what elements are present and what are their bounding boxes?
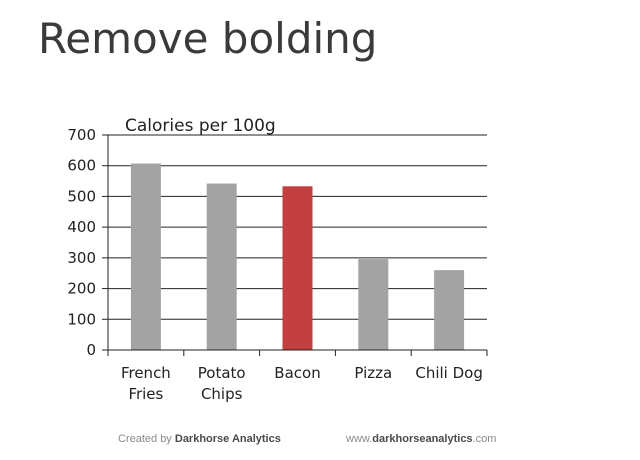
y-tick-label-400: 400 — [67, 218, 96, 236]
chart-bars — [130, 163, 465, 350]
y-tick-label-100: 100 — [67, 310, 96, 328]
footer-website-brand: darkhorseanalytics — [372, 433, 473, 445]
y-tick-label-500: 500 — [67, 187, 96, 205]
x-tick-label-0: French Fries — [121, 364, 171, 403]
footer-website-prefix: www. — [346, 433, 373, 445]
page-title: Remove bolding — [38, 14, 378, 63]
bar-1 — [206, 183, 237, 350]
x-tick-label-4: Chili Dog — [415, 364, 483, 382]
chart-title: Calories per 100g — [125, 116, 276, 136]
footer-credit-prefix: Created by — [118, 433, 175, 445]
y-tick-label-200: 200 — [67, 280, 96, 298]
footer-website-suffix: .com — [472, 433, 497, 445]
x-tick-label-3: Pizza — [354, 364, 392, 382]
footer-credit: Created by Darkhorse Analytics — [118, 433, 281, 445]
y-tick-label-0: 0 — [86, 341, 96, 359]
bar-0 — [130, 163, 161, 350]
bar-2 — [282, 186, 313, 350]
y-tick-label-600: 600 — [67, 157, 96, 175]
y-tick-label-700: 700 — [67, 126, 96, 144]
bar-4 — [434, 270, 465, 350]
chart-axes — [102, 134, 488, 356]
x-tick-label-1: Potato Chips — [198, 364, 246, 403]
x-tick-label-2: Bacon — [274, 364, 320, 382]
bar-3 — [358, 259, 389, 350]
chart-labels: 0 100 200 300 400 500 600 700 French Fries Potato C… — [67, 126, 482, 403]
footer-credit-brand: Darkhorse Analytics — [174, 433, 281, 445]
footer-website[interactable]: www.darkhorseanalytics.com — [346, 433, 496, 445]
y-tick-label-300: 300 — [67, 249, 96, 267]
